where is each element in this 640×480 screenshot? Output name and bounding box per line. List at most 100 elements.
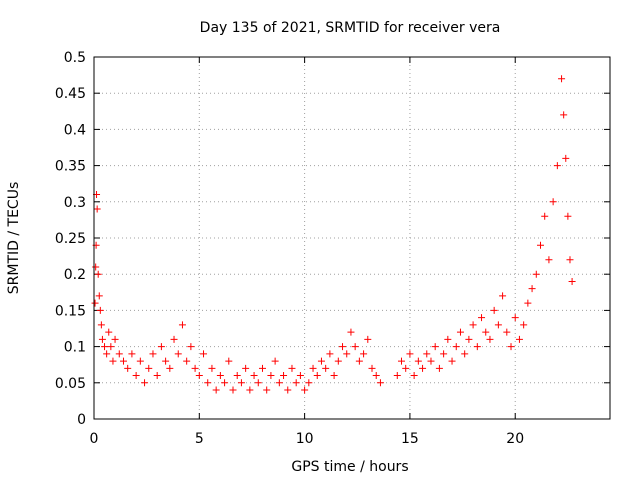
data-point <box>343 350 351 358</box>
data-point <box>435 364 443 372</box>
data-point <box>132 372 140 380</box>
data-point <box>91 299 99 307</box>
chart-title: Day 135 of 2021, SRMTID for receiver ver… <box>200 20 501 36</box>
data-point <box>393 372 401 380</box>
data-point <box>532 270 540 278</box>
data-point <box>242 364 250 372</box>
y-tick-label: 0.25 <box>55 231 86 247</box>
data-point <box>334 357 342 365</box>
data-point <box>187 343 195 351</box>
data-point <box>267 372 275 380</box>
data-point <box>330 372 338 380</box>
data-point <box>292 379 300 387</box>
data-point <box>119 357 127 365</box>
data-point <box>478 314 486 322</box>
data-point <box>157 343 165 351</box>
data-point <box>558 75 566 83</box>
data-point <box>309 364 317 372</box>
data-point <box>313 372 321 380</box>
data-point <box>347 328 355 336</box>
data-point <box>560 111 568 119</box>
x-tick-label: 5 <box>195 431 204 447</box>
data-point <box>322 364 330 372</box>
data-point <box>482 328 490 336</box>
data-point <box>229 386 237 394</box>
data-point <box>469 321 477 329</box>
data-point <box>360 350 368 358</box>
data-point <box>305 379 313 387</box>
data-point <box>105 328 113 336</box>
plot-frame <box>93 56 611 420</box>
data-point <box>271 357 279 365</box>
data-point <box>444 335 452 343</box>
data-point <box>98 335 106 343</box>
data-point <box>92 263 100 271</box>
x-tick-label: 0 <box>90 431 99 447</box>
data-point <box>111 335 119 343</box>
y-tick-label: 0.3 <box>64 195 86 211</box>
grid <box>94 57 610 419</box>
data-point <box>566 256 574 264</box>
data-point <box>288 364 296 372</box>
data-point <box>515 335 523 343</box>
data-point <box>528 285 536 293</box>
y-tick-label: 0.5 <box>64 50 86 66</box>
data-point <box>564 212 572 220</box>
data-point <box>423 350 431 358</box>
data-point <box>136 357 144 365</box>
data-point <box>494 321 502 329</box>
data-point <box>93 205 101 213</box>
data-point <box>275 379 283 387</box>
data-point <box>372 372 380 380</box>
data-point <box>536 241 544 249</box>
data-point <box>414 357 422 365</box>
data-point <box>461 350 469 358</box>
data-point <box>553 162 561 170</box>
data-point <box>440 350 448 358</box>
data-point <box>448 357 456 365</box>
data-point <box>397 357 405 365</box>
data-point <box>549 198 557 206</box>
data-point <box>153 372 161 380</box>
data-point <box>376 379 384 387</box>
data-point <box>541 212 549 220</box>
data-point <box>216 372 224 380</box>
data-point <box>473 343 481 351</box>
data-point <box>166 364 174 372</box>
data-point <box>503 328 511 336</box>
data-point <box>109 357 117 365</box>
data-point <box>419 364 427 372</box>
x-tick-label: 20 <box>506 431 524 447</box>
data-point <box>301 386 309 394</box>
data-point <box>225 357 233 365</box>
data-point <box>499 292 507 300</box>
data-point <box>124 364 132 372</box>
data-point <box>145 364 153 372</box>
data-point <box>94 270 102 278</box>
data-point <box>178 321 186 329</box>
data-point <box>402 364 410 372</box>
data-point <box>562 154 570 162</box>
data-point <box>96 306 104 314</box>
data-point <box>486 335 494 343</box>
y-tick-label: 0 <box>77 412 86 428</box>
y-tick-label: 0.15 <box>55 303 86 319</box>
data-point <box>326 350 334 358</box>
y-tick-label: 0.45 <box>55 86 86 102</box>
data-point <box>465 335 473 343</box>
data-point <box>162 357 170 365</box>
data-point <box>95 292 103 300</box>
data-point <box>204 379 212 387</box>
data-point <box>254 379 262 387</box>
data-point <box>212 386 220 394</box>
data-point <box>296 372 304 380</box>
data-point <box>507 343 515 351</box>
data-point <box>427 357 435 365</box>
data-point <box>452 343 460 351</box>
x-tick-label: 15 <box>401 431 419 447</box>
data-point <box>524 299 532 307</box>
data-point <box>406 350 414 358</box>
data-point <box>456 328 464 336</box>
